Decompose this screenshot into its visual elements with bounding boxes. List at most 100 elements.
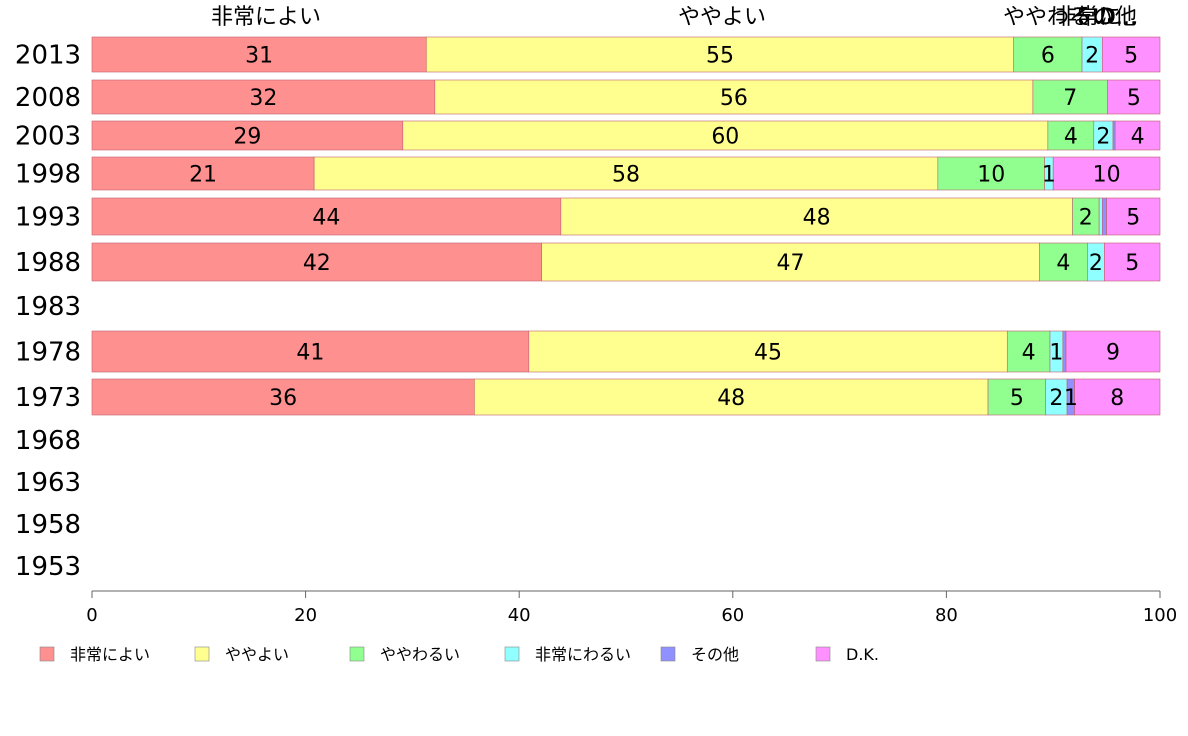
legend: 非常によい ややよい ややわるい 非常にわるい その他 D.K.: [39, 645, 879, 664]
segment-label: 29: [233, 125, 261, 150]
bar-segment: [1098, 197, 1103, 236]
bar-segment: [560, 197, 1073, 236]
segment-label: 42: [303, 251, 331, 276]
year-label: 1958: [15, 510, 81, 540]
segment-label: 55: [706, 44, 734, 69]
x-tick-label: 60: [721, 605, 744, 626]
bar-segment: [528, 330, 1008, 373]
bar-segment: [937, 156, 1045, 191]
segment-label: 47: [776, 251, 804, 276]
segment-label: 48: [803, 206, 831, 231]
segment-label: 5: [1125, 251, 1139, 276]
segment-label: 36: [269, 386, 297, 411]
top-label: ややよい: [678, 5, 766, 30]
legend-swatch: [504, 646, 520, 662]
segment-label: 5: [1010, 386, 1024, 411]
year-label: 2003: [15, 122, 81, 152]
top-label: その他: [1071, 5, 1137, 30]
legend-swatch: [815, 646, 831, 662]
segment-label: 4: [1056, 251, 1070, 276]
bar-segment: [1065, 330, 1161, 373]
bar-segment: [313, 156, 939, 191]
segment-label: 41: [296, 341, 324, 366]
segment-label: 45: [754, 341, 782, 366]
bar-segment: [1114, 120, 1161, 151]
top-label: ややわるい: [1003, 5, 1113, 30]
segment-label: 1: [1049, 341, 1063, 366]
legend-label: 非常にわるい: [535, 645, 631, 664]
legend-label: D.K.: [846, 645, 879, 664]
legend-swatch: [194, 646, 210, 662]
x-tick-label: 80: [935, 605, 958, 626]
bar-segment: [91, 330, 530, 373]
segment-label: 10: [1093, 163, 1121, 188]
segment-label: 4: [1022, 341, 1036, 366]
bar-segment: [91, 79, 436, 115]
legend-swatch: [39, 646, 55, 662]
bar-segment: [1102, 36, 1161, 73]
year-label: 1998: [15, 160, 81, 190]
x-tick-label: 0: [86, 605, 97, 626]
segment-label: 56: [720, 86, 748, 111]
segment-label: 2: [1096, 125, 1110, 150]
x-tick-label: 100: [1143, 605, 1177, 626]
bar-segment: [1104, 242, 1161, 282]
bar-segment: [1112, 120, 1116, 151]
x-tick-label: 20: [294, 605, 317, 626]
bar-segment: [1107, 79, 1161, 115]
segment-label: 44: [312, 206, 340, 231]
segment-label: 2: [1085, 44, 1099, 69]
year-label: 1968: [15, 426, 81, 456]
segment-label: 4: [1131, 125, 1145, 150]
year-label: 1963: [15, 468, 81, 498]
segment-label: 2: [1089, 251, 1103, 276]
legend-swatch: [660, 646, 676, 662]
year-label: 1993: [15, 203, 81, 233]
segment-label: 1: [1042, 163, 1056, 188]
bar-segment: [1039, 242, 1088, 282]
bar-segment: [434, 79, 1034, 115]
bar-segment: [402, 120, 1049, 151]
top-label: D...: [1099, 5, 1137, 30]
segment-label: 48: [717, 386, 745, 411]
segment-label: 58: [612, 163, 640, 188]
year-label: 1953: [15, 552, 81, 582]
year-axis-labels: 2013 2008 2003 1998 1993 1988 1983 1978 1973 1968…: [15, 41, 81, 583]
bar-segments: [91, 36, 1161, 416]
x-axis: 0 20 40 60 80 100: [86, 590, 1177, 626]
segment-label: 4: [1064, 125, 1078, 150]
x-tick-label: 40: [508, 605, 531, 626]
bar-segment: [1032, 79, 1108, 115]
segment-label: 2: [1049, 386, 1063, 411]
legend-label: ややよい: [225, 645, 289, 664]
bar-segment: [1013, 36, 1083, 73]
segment-label: 5: [1124, 44, 1138, 69]
segment-label: 21: [189, 163, 217, 188]
segment-label: 7: [1063, 86, 1077, 111]
year-label: 2013: [15, 41, 81, 71]
segment-label: 9: [1106, 341, 1120, 366]
segment-label: 31: [245, 44, 273, 69]
top-label: 非常によい: [211, 5, 321, 30]
top-label: 非常に: [1055, 5, 1121, 30]
year-label: 1983: [15, 292, 81, 322]
legend-swatch: [349, 646, 365, 662]
bar-segment: [1047, 120, 1095, 151]
legend-label: 非常によい: [70, 645, 150, 664]
bar-segment: [541, 242, 1040, 282]
bar-segment: [1106, 197, 1161, 236]
segment-label: 8: [1110, 386, 1124, 411]
top-series-labels: 非常によい ややよい ややわるい非常にその他D...: [211, 5, 1137, 30]
bar-segment: [1052, 156, 1161, 191]
segment-label: 5: [1127, 86, 1141, 111]
bar-segment: [91, 120, 404, 151]
bar-segment: [425, 36, 1014, 73]
year-label: 1988: [15, 248, 81, 278]
bar-segment: [1102, 197, 1107, 236]
bar-segment: [91, 197, 562, 236]
segment-label: 6: [1041, 44, 1055, 69]
segment-label: 1: [1064, 386, 1078, 411]
bar-segment: [1074, 378, 1161, 416]
segment-label: 2: [1079, 206, 1093, 231]
